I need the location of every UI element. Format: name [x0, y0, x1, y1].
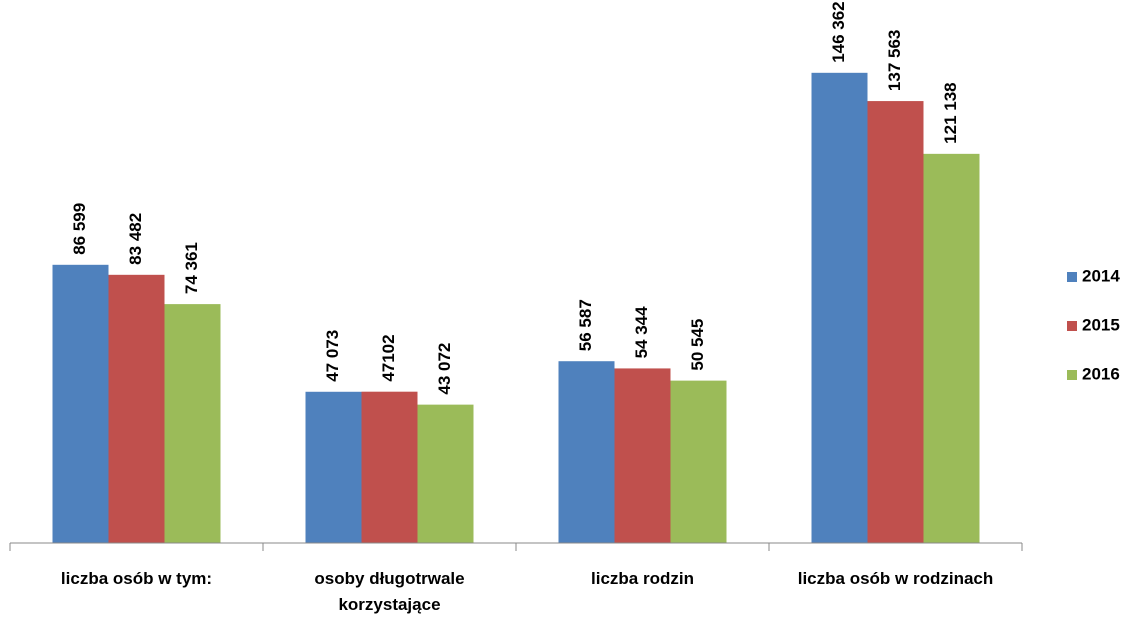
x-tick-label: liczba osób w rodzinach — [797, 569, 994, 588]
bar — [867, 101, 924, 544]
x-tick-label: liczba rodzin — [591, 569, 694, 588]
legend-swatch — [1067, 321, 1077, 331]
legend-label: 2014 — [1082, 266, 1120, 285]
legend-label: 2015 — [1082, 315, 1120, 334]
x-tick-label: osoby długotrwale korzystające — [314, 569, 465, 614]
data-label: 86 599 — [70, 203, 89, 255]
bar — [923, 153, 980, 543]
data-label: 54 344 — [632, 306, 651, 359]
legend-swatch — [1067, 370, 1077, 380]
bar — [164, 304, 221, 543]
bar — [52, 264, 109, 543]
bar — [670, 380, 727, 543]
data-label: 43 072 — [435, 343, 454, 395]
data-label: 47 073 — [323, 330, 342, 382]
legend-label: 2016 — [1082, 364, 1120, 383]
data-label: 83 482 — [126, 213, 145, 265]
data-label: 47102 — [379, 334, 398, 381]
data-label: 50 545 — [688, 319, 707, 371]
bar — [614, 368, 671, 543]
bar — [811, 72, 868, 543]
data-label: 121 138 — [941, 82, 960, 143]
bar — [108, 274, 165, 543]
bar — [417, 404, 474, 543]
legend-swatch — [1067, 272, 1077, 282]
data-label: 137 563 — [885, 30, 904, 91]
data-label: 56 587 — [576, 299, 595, 351]
bar — [558, 361, 615, 543]
bar — [361, 391, 418, 543]
bar — [305, 391, 362, 543]
data-label: 146 362 — [829, 1, 848, 62]
data-label: 74 361 — [182, 242, 201, 294]
x-tick-label: liczba osób w tym: — [60, 569, 213, 588]
